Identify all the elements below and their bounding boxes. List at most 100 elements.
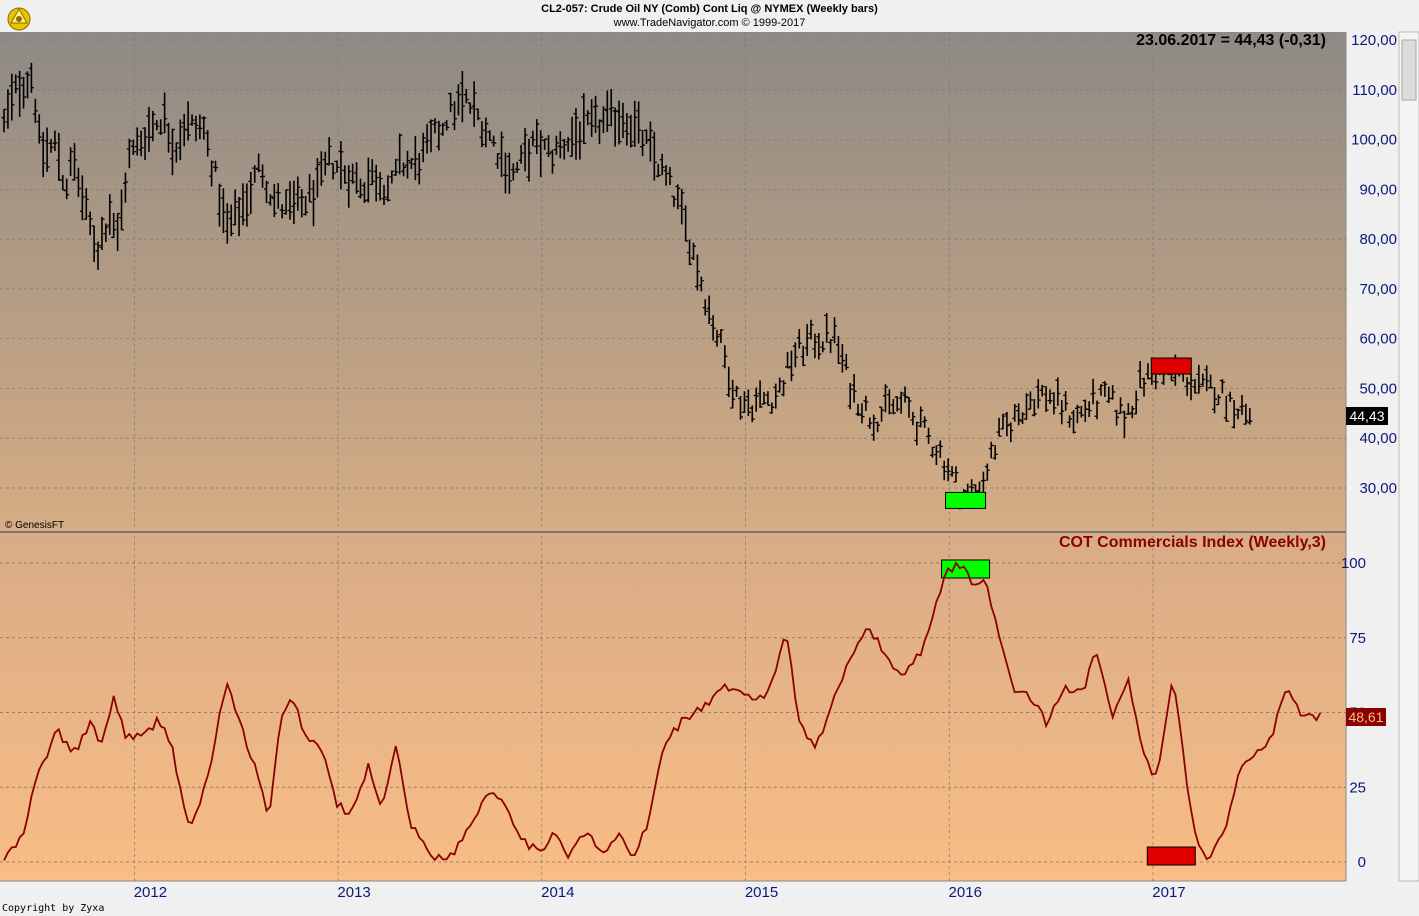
- price-bar: [150, 110, 156, 142]
- price-bar: [307, 173, 313, 203]
- price-bar: [173, 142, 179, 163]
- price-bar: [377, 172, 383, 201]
- price-bar: [318, 151, 324, 186]
- price-bar: [87, 211, 93, 236]
- price-tick-label: 90,00: [1359, 181, 1397, 198]
- price-bar: [585, 110, 591, 126]
- price-tick-label: 70,00: [1359, 281, 1397, 298]
- price-bar: [1125, 403, 1131, 415]
- price-bar: [83, 188, 89, 220]
- price-bar: [79, 175, 85, 221]
- price-bar: [781, 379, 787, 397]
- price-bar: [929, 446, 935, 458]
- green-price-signal-box: [945, 491, 987, 509]
- price-bar: [197, 114, 203, 140]
- price-bar: [538, 130, 544, 178]
- last-price-badge: [1346, 407, 1388, 425]
- price-bar: [1051, 392, 1057, 415]
- price-bar: [843, 353, 849, 371]
- price-bar: [640, 130, 646, 157]
- price-bar: [510, 163, 516, 181]
- price-bar: [122, 172, 128, 203]
- price-bar: [506, 152, 512, 194]
- price-bar: [126, 138, 132, 169]
- price-bar: [757, 380, 763, 408]
- price-bar: [788, 350, 794, 382]
- price-bar: [514, 161, 520, 173]
- price-bar: [839, 344, 845, 373]
- price-bar: [232, 189, 238, 226]
- price-bar: [224, 203, 230, 244]
- price-bar: [1188, 373, 1194, 401]
- price-tick-label: 100,00: [1351, 132, 1397, 149]
- price-bar: [636, 101, 642, 144]
- price-bar: [953, 466, 959, 483]
- price-bar: [730, 379, 736, 409]
- price-bar: [710, 315, 716, 341]
- price-bar: [440, 122, 446, 136]
- price-bar: [726, 366, 732, 398]
- price-bar: [894, 396, 900, 412]
- price-bar: [808, 319, 814, 340]
- price-bar: [365, 157, 371, 203]
- price-tick-label: 120,00: [1351, 32, 1397, 49]
- price-bar: [467, 102, 473, 114]
- price-bar: [52, 130, 58, 151]
- price-bar: [600, 106, 606, 134]
- scrollbar-thumb[interactable]: [1401, 39, 1417, 101]
- last-price-label: 44,43: [1349, 408, 1384, 424]
- red-price-signal-box: [1150, 357, 1192, 375]
- price-bar: [177, 119, 183, 161]
- price-bar: [616, 100, 622, 145]
- year-tick-label: 2012: [134, 884, 167, 901]
- price-bar: [792, 342, 798, 368]
- price-bar: [1, 108, 7, 133]
- price-bar: [753, 387, 759, 412]
- price-bar: [557, 131, 563, 159]
- price-bar: [502, 152, 508, 194]
- price-bar: [534, 119, 540, 155]
- price-bar: [103, 223, 109, 242]
- price-bar: [1153, 373, 1159, 390]
- cot-index-line: [3, 561, 1322, 862]
- price-bar: [1212, 387, 1218, 414]
- price-bar: [687, 239, 693, 266]
- price-bar: [1243, 403, 1249, 425]
- price-bar: [1121, 410, 1127, 439]
- price-bar: [561, 139, 567, 160]
- price-bar: [745, 389, 751, 416]
- price-bar: [1059, 400, 1065, 425]
- cot-tick-label: 0: [1358, 854, 1366, 871]
- price-bar: [424, 123, 430, 154]
- price-bar: [867, 417, 873, 429]
- price-bar: [984, 463, 990, 481]
- price-bar: [1204, 365, 1210, 392]
- price-bar: [1020, 412, 1026, 424]
- price-bar: [918, 406, 924, 428]
- price-bar: [499, 131, 505, 178]
- price-bar: [1133, 390, 1139, 415]
- price-bar: [287, 181, 293, 220]
- price-bar: [1247, 408, 1253, 425]
- vertical-scrollbar[interactable]: [1398, 31, 1419, 882]
- price-bar: [401, 162, 407, 177]
- cot-panel-title: COT Commercials Index (Weekly,3): [1059, 534, 1326, 551]
- price-bar: [405, 150, 411, 179]
- copyright-note: Copyright by Zyxa: [2, 903, 105, 914]
- year-tick-label: 2015: [745, 884, 778, 901]
- price-bar: [397, 133, 403, 175]
- price-bar: [569, 116, 575, 157]
- price-bar: [1043, 386, 1049, 413]
- price-bar: [322, 151, 328, 176]
- price-bar: [350, 163, 356, 184]
- last-cot-label: 48,61: [1348, 709, 1383, 725]
- price-bar: [769, 402, 775, 414]
- price-bar: [32, 98, 38, 123]
- price-bar: [937, 440, 943, 458]
- price-bar: [761, 391, 767, 405]
- price-bar: [452, 101, 458, 131]
- price-bar: [491, 135, 497, 147]
- price-bar: [271, 183, 277, 218]
